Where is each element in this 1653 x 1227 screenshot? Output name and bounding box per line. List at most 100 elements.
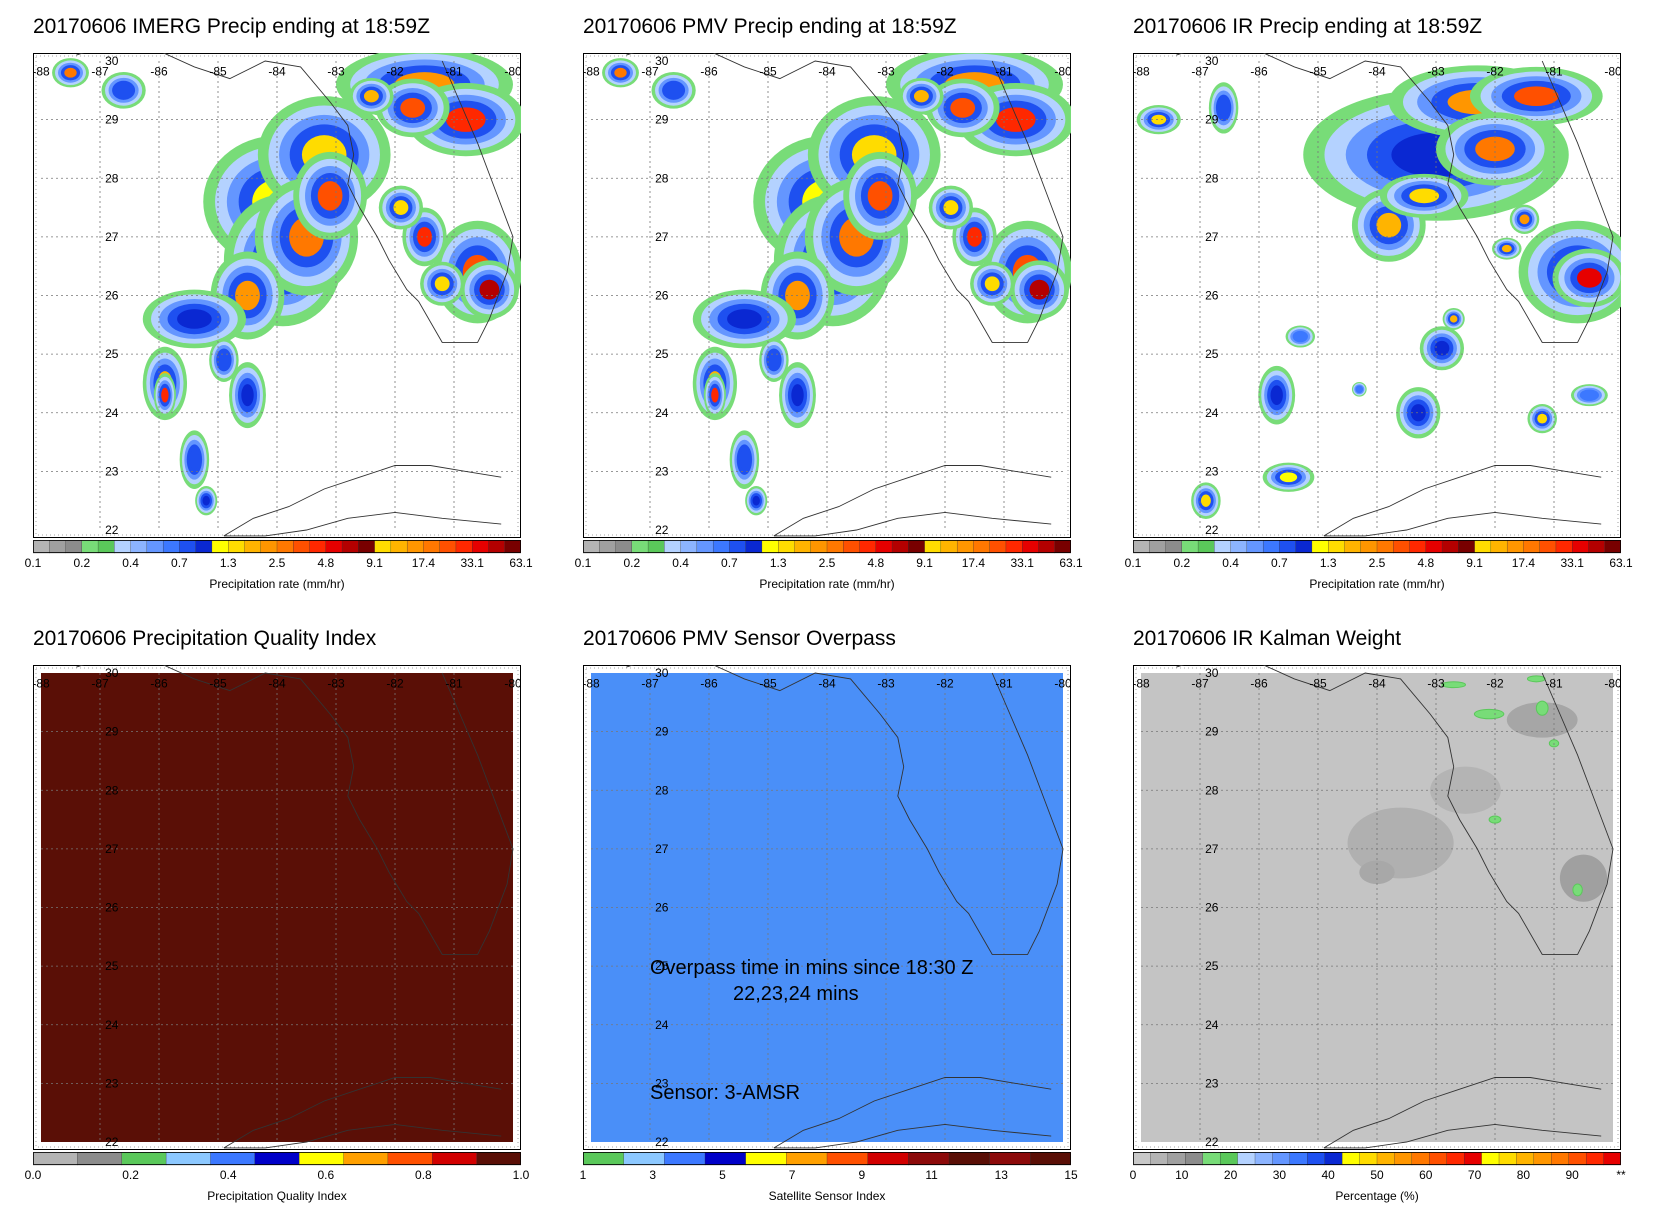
colorbar-swatch xyxy=(859,539,877,554)
lon-tick-label: -84 xyxy=(1368,65,1386,79)
colorbar-tick-label: 20 xyxy=(1223,1168,1238,1182)
lat-tick-label: 27 xyxy=(105,842,119,856)
colorbar-frame xyxy=(1133,540,1621,553)
colorbar-swatch xyxy=(439,539,457,554)
colorbar-tick-label: 0.1 xyxy=(574,556,592,570)
lat-tick-label: 30 xyxy=(1205,54,1219,68)
map-inner-frame xyxy=(1135,55,1619,536)
colorbar-swatch xyxy=(1237,1151,1256,1166)
colorbar-swatch xyxy=(843,539,860,554)
precip-cell xyxy=(64,67,77,78)
colorbar-swatch xyxy=(826,539,844,554)
lat-tick-label: 23 xyxy=(105,464,119,478)
lon-tick-label: -82 xyxy=(1486,677,1504,691)
colorbar-swatch xyxy=(504,539,522,554)
colorbar-swatch xyxy=(121,1151,167,1166)
colorbar-swatch xyxy=(1376,1151,1395,1166)
panel-pqi: 20170606 Precipitation Quality Index -88… xyxy=(25,627,553,1227)
map-imerg: -88 -87 -86 -85 -84 -83 -82 -81 -80 30 29 28 27 26 25 2… xyxy=(33,53,521,538)
lat-tick-label: 26 xyxy=(1205,289,1219,303)
colorbar-swatch xyxy=(1150,1151,1169,1166)
colorbar-swatch xyxy=(1295,539,1313,554)
precip-cell xyxy=(363,90,379,103)
precip-cell xyxy=(943,200,959,215)
colorbar-swatch xyxy=(210,1151,256,1166)
lon-tick-label: -80 xyxy=(1604,65,1621,79)
colorbar-swatch xyxy=(1132,539,1150,554)
map-pmv: -88 -87 -86 -85 -84 -83 -82 -81 -80 30 29 28 27 26 25 2… xyxy=(583,53,1071,538)
kalman-green-cell xyxy=(1441,681,1467,689)
colorbar-tick-label: 1.3 xyxy=(219,556,237,570)
lon-tick-label: -83 xyxy=(327,677,345,691)
colorbar-label: Precipitation rate (mm/hr) xyxy=(209,577,345,591)
precip-cell xyxy=(161,387,169,403)
lon-tick-label: -87 xyxy=(641,65,659,79)
colorbar-swatch xyxy=(165,1151,211,1166)
colorbar-swatch xyxy=(989,1151,1031,1166)
cuba-coastline-south xyxy=(1323,511,1602,537)
colorbar: 0.1 0.2 0.4 0.7 1.3 2.5 4.8 9.1 17.4 33.1 63.1 Prec… xyxy=(25,539,533,600)
lon-tick-label: -80 xyxy=(1054,65,1071,79)
kalman-green-cell xyxy=(1535,700,1549,716)
lon-tick-label: -84 xyxy=(818,65,836,79)
precip-cell xyxy=(752,495,760,506)
colorbar-swatch xyxy=(786,1151,828,1166)
colorbar-tick-label: 1 xyxy=(579,1168,587,1182)
precip-cell xyxy=(995,107,1036,132)
colorbar-swatch xyxy=(1272,1151,1291,1166)
lat-tick-label: 30 xyxy=(105,666,119,680)
colorbar-swatch xyxy=(1604,539,1622,554)
lon-tick-label: -80 xyxy=(504,677,521,691)
lon-tick-label: -82 xyxy=(386,677,404,691)
colorbar-swatch xyxy=(1585,1151,1604,1166)
lat-tick-label: 25 xyxy=(655,347,669,361)
colorbar-swatch xyxy=(778,539,795,554)
colorbar-tick-label: 63.1 xyxy=(509,556,533,570)
colorbar-swatch xyxy=(875,539,893,554)
colorbar-swatches xyxy=(32,539,522,554)
precip-cell xyxy=(950,98,976,118)
colorbar-tick-label: 1.0 xyxy=(512,1168,530,1182)
colorbar-swatch xyxy=(1311,539,1329,554)
colorbar-frame xyxy=(33,540,521,553)
cuba-coastline xyxy=(1323,465,1602,537)
kalman-green-cell xyxy=(1473,708,1505,720)
lat-tick-label: 24 xyxy=(105,1018,119,1032)
precip-cell xyxy=(1279,472,1298,483)
colorbar-tick-label: 0.2 xyxy=(1173,556,1191,570)
panel-title: 20170606 PMV Precip ending at 18:59Z xyxy=(583,15,957,38)
colorbar-swatch xyxy=(476,1151,522,1166)
colorbar-swatch xyxy=(1446,1151,1465,1166)
precip-cell xyxy=(967,227,982,247)
colorbar-swatch xyxy=(761,539,779,554)
map-grid xyxy=(591,673,1063,1142)
colorbar-swatch xyxy=(1038,539,1056,554)
lat-tick-label: 22 xyxy=(105,523,119,537)
colorbar-swatch xyxy=(1344,539,1362,554)
colorbar-swatch xyxy=(1474,539,1492,554)
precip-cell xyxy=(417,227,432,247)
precip-cell xyxy=(614,67,627,78)
colorbar-tick-label: 33.1 xyxy=(1010,556,1034,570)
colorbar-swatch xyxy=(1555,539,1573,554)
colorbar-swatches xyxy=(32,1151,522,1166)
lon-tick-label: -80 xyxy=(504,65,521,79)
colorbar-swatch xyxy=(582,1151,625,1166)
colorbar-tick-label: 7 xyxy=(788,1168,796,1182)
colorbar-swatch xyxy=(712,539,730,554)
lat-tick-label: 29 xyxy=(105,113,119,127)
colorbar-tick-label: 1.3 xyxy=(769,556,787,570)
colorbar-swatch xyxy=(956,539,974,554)
cuba-coastline-south xyxy=(223,511,502,537)
colorbar-swatch xyxy=(162,539,180,554)
lon-tick-label: -86 xyxy=(700,677,718,691)
colorbar-frame xyxy=(583,1152,1071,1165)
lat-tick-label: 29 xyxy=(655,725,669,739)
lat-tick-label: 25 xyxy=(105,959,119,973)
cuba-coastline xyxy=(1323,1077,1602,1149)
colorbar-swatch xyxy=(341,539,359,554)
colorbar-swatch xyxy=(1411,1151,1430,1166)
colorbar-swatch xyxy=(631,539,649,554)
colorbar-swatch xyxy=(599,539,616,554)
colorbar-swatches xyxy=(582,1151,1072,1166)
